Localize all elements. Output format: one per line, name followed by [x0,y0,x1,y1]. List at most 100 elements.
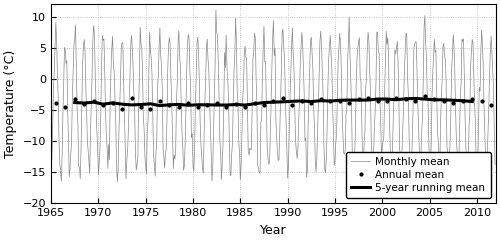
5-year running mean [403,97,409,100]
5-year running mean [346,99,352,101]
Line: 5-year running mean: 5-year running mean [74,98,472,106]
Annual mean [336,99,342,102]
Annual mean [432,97,438,100]
Monthly mean [93,102,99,105]
Annual mean [110,101,116,104]
Monthly mean [208,150,214,153]
5-year running mean [90,101,96,104]
Annual mean [280,96,286,99]
Annual mean [186,101,192,104]
Annual mean [138,106,144,108]
5-year running mean [252,102,258,105]
Monthly mean [400,127,406,129]
Annual mean [148,107,154,110]
5-year running mean [356,99,362,101]
Annual mean [422,95,428,98]
Monthly mean [318,46,324,48]
5-year running mean [384,98,390,100]
Annual mean [460,99,466,102]
Annual mean [204,104,210,107]
Annual mean [441,99,447,102]
Annual mean [119,107,125,110]
5-year running mean [270,101,276,104]
5-year running mean [412,97,418,100]
Annual mean [72,97,78,100]
5-year running mean [128,103,134,106]
Annual mean [195,106,201,108]
5-year running mean [148,102,154,105]
5-year running mean [308,100,314,103]
5-year running mean [138,103,144,106]
5-year running mean [72,101,78,104]
Annual mean [356,97,362,100]
5-year running mean [204,103,210,106]
Annual mean [242,106,248,108]
Y-axis label: Temperature (°C): Temperature (°C) [4,50,17,158]
Annual mean [318,97,324,100]
5-year running mean [232,103,238,106]
Annual mean [270,99,276,102]
Annual mean [176,106,182,108]
Annual mean [223,106,229,108]
Line: Annual mean: Annual mean [53,94,494,112]
5-year running mean [460,99,466,102]
5-year running mean [242,104,248,107]
Annual mean [346,101,352,104]
Monthly mean [114,180,120,183]
5-year running mean [374,98,380,100]
5-year running mean [166,103,172,106]
Annual mean [384,99,390,102]
Legend: Monthly mean, Annual mean, 5-year running mean: Monthly mean, Annual mean, 5-year runnin… [346,152,490,198]
5-year running mean [280,100,286,103]
Monthly mean [299,31,305,34]
Annual mean [394,96,400,99]
5-year running mean [261,101,267,104]
5-year running mean [195,103,201,106]
Annual mean [166,104,172,107]
Annual mean [290,104,296,107]
5-year running mean [336,99,342,102]
Annual mean [128,96,134,99]
5-year running mean [223,104,229,107]
5-year running mean [299,100,305,102]
Annual mean [488,104,494,107]
5-year running mean [394,98,400,101]
Annual mean [469,97,475,100]
Line: Monthly mean: Monthly mean [51,10,495,182]
Annual mean [450,101,456,104]
5-year running mean [469,100,475,103]
5-year running mean [81,102,87,105]
Annual mean [232,102,238,105]
Annual mean [374,99,380,102]
Annual mean [81,102,87,105]
5-year running mean [214,104,220,107]
Annual mean [157,99,163,102]
5-year running mean [422,98,428,100]
Monthly mean [48,162,54,165]
Annual mean [261,104,267,107]
Monthly mean [213,8,219,11]
Annual mean [214,101,220,104]
5-year running mean [100,103,106,106]
X-axis label: Year: Year [260,224,287,237]
Annual mean [100,104,106,107]
Annual mean [365,96,371,99]
Annual mean [403,97,409,100]
5-year running mean [110,101,116,104]
5-year running mean [176,103,182,106]
5-year running mean [327,100,333,102]
5-year running mean [450,99,456,102]
5-year running mean [186,104,192,107]
Annual mean [90,99,96,102]
5-year running mean [365,99,371,101]
5-year running mean [441,98,447,101]
Annual mean [299,99,305,102]
5-year running mean [290,100,296,103]
Annual mean [62,106,68,108]
5-year running mean [157,104,163,107]
5-year running mean [432,98,438,101]
Annual mean [412,99,418,102]
Monthly mean [286,165,292,168]
Annual mean [478,99,484,102]
Annual mean [53,101,59,104]
